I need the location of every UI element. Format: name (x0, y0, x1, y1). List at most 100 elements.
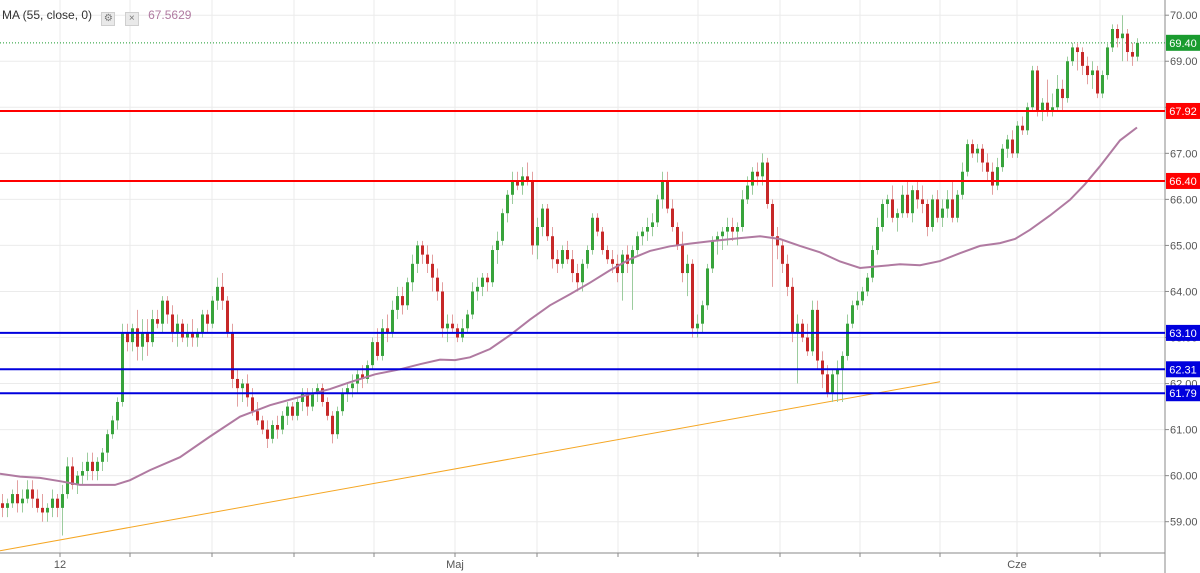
level-label-3: 62.31 (1169, 364, 1197, 376)
candle-216 (1081, 52, 1084, 66)
candle-86 (431, 263, 434, 278)
candle-84 (421, 245, 424, 255)
candle-212 (1061, 88, 1064, 99)
x-tick-label-0: 12 (54, 559, 66, 571)
candle-141 (706, 268, 709, 306)
candle-147 (736, 227, 739, 232)
candle-33 (166, 300, 169, 315)
candle-175 (876, 227, 879, 251)
candle-11 (56, 498, 59, 508)
candle-112 (561, 250, 564, 264)
candle-65 (326, 401, 329, 416)
candle-211 (1056, 88, 1059, 108)
y-tick-label-7: 66.00 (1170, 194, 1198, 206)
candle-37 (186, 332, 189, 338)
indicator-legend: MA (55, close, 0) ⚙ × 67.5629 (2, 8, 191, 26)
candle-120 (601, 231, 604, 251)
candle-73 (366, 365, 369, 379)
candle-23 (116, 401, 119, 421)
candle-170 (851, 305, 854, 324)
candle-108 (541, 208, 544, 228)
candle-227 (1136, 42, 1139, 57)
candle-31 (156, 319, 159, 324)
candle-9 (46, 507, 49, 513)
candle-40 (201, 314, 204, 333)
candle-36 (181, 323, 184, 338)
level-label-0: 67.92 (1169, 106, 1197, 118)
candle-26 (131, 328, 134, 343)
candle-114 (571, 259, 574, 274)
candle-79 (396, 296, 399, 310)
candle-22 (111, 420, 114, 435)
candle-44 (221, 286, 224, 301)
candle-148 (741, 199, 744, 228)
candle-85 (426, 254, 429, 264)
level-label-4: 61.79 (1169, 388, 1197, 400)
candle-151 (756, 171, 759, 177)
candle-149 (746, 185, 749, 200)
candle-155 (776, 236, 779, 246)
candle-156 (781, 245, 784, 264)
candle-204 (1021, 125, 1024, 131)
level-label-2: 63.10 (1169, 328, 1197, 340)
candle-105 (526, 176, 529, 181)
candle-123 (616, 263, 619, 274)
candle-121 (606, 250, 609, 260)
candle-146 (731, 227, 734, 232)
close-icon[interactable]: × (124, 12, 139, 26)
candle-14 (71, 466, 74, 485)
candle-16 (81, 471, 84, 476)
level-badge-1 (1166, 172, 1200, 189)
candle-157 (786, 263, 789, 287)
candle-165 (826, 374, 829, 393)
candle-173 (866, 277, 869, 292)
last-price-label: 69.40 (1169, 38, 1197, 50)
candle-176 (881, 203, 884, 228)
candle-41 (206, 314, 209, 324)
candle-210 (1051, 107, 1054, 112)
y-tick-label-1: 60.00 (1170, 471, 1198, 483)
candle-52 (261, 420, 264, 430)
candle-186 (931, 199, 934, 228)
candle-38 (191, 332, 194, 338)
candle-118 (591, 217, 594, 251)
candle-188 (941, 208, 944, 218)
candle-183 (916, 190, 919, 200)
candle-167 (836, 369, 839, 375)
y-tick-label-2: 61.00 (1170, 425, 1198, 437)
candle-134 (671, 208, 674, 228)
candle-20 (101, 452, 104, 462)
candle-32 (161, 300, 164, 324)
candle-75 (376, 342, 379, 356)
candle-182 (911, 190, 914, 214)
candle-166 (831, 374, 834, 393)
candle-190 (951, 199, 954, 218)
candle-87 (436, 277, 439, 292)
candle-54 (271, 424, 274, 439)
candle-191 (956, 194, 959, 218)
candle-95 (476, 286, 479, 292)
settings-icon[interactable]: ⚙ (101, 12, 116, 26)
candle-90 (451, 323, 454, 329)
candle-93 (466, 314, 469, 329)
candle-209 (1046, 102, 1049, 112)
candle-83 (416, 245, 419, 264)
candle-160 (801, 323, 804, 338)
candle-77 (386, 328, 389, 333)
candles-group (1, 15, 1139, 536)
candle-218 (1091, 70, 1094, 76)
candle-99 (496, 240, 499, 251)
candle-53 (266, 429, 269, 439)
candle-64 (321, 388, 324, 402)
indicator-value: 67.5629 (148, 8, 192, 22)
candle-137 (686, 263, 689, 274)
candle-221 (1106, 47, 1109, 76)
candle-43 (216, 286, 219, 301)
candle-150 (751, 171, 754, 186)
candle-205 (1026, 107, 1029, 131)
candle-154 (771, 203, 774, 237)
candle-68 (341, 392, 344, 412)
candle-162 (811, 309, 814, 352)
candle-10 (51, 498, 54, 508)
